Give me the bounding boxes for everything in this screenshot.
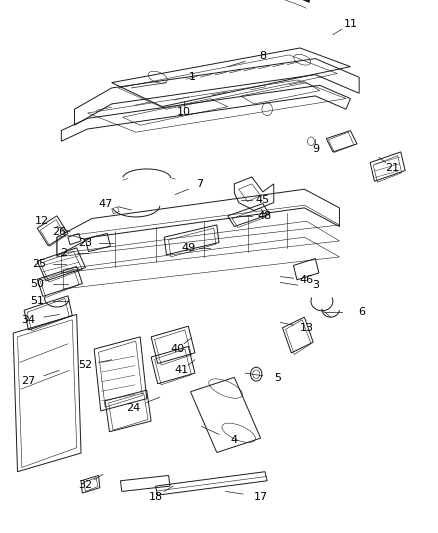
Text: 21: 21 bbox=[385, 163, 399, 173]
Text: 9: 9 bbox=[312, 144, 319, 154]
Text: 48: 48 bbox=[258, 211, 272, 221]
Text: 41: 41 bbox=[175, 366, 189, 375]
Text: 1: 1 bbox=[189, 72, 196, 82]
Text: 34: 34 bbox=[21, 315, 35, 325]
Text: 12: 12 bbox=[35, 216, 49, 226]
Text: 23: 23 bbox=[78, 238, 92, 247]
Text: 7: 7 bbox=[196, 179, 203, 189]
Text: 25: 25 bbox=[32, 259, 46, 269]
Text: 52: 52 bbox=[78, 360, 92, 370]
Text: 4: 4 bbox=[231, 435, 238, 445]
Text: 10: 10 bbox=[177, 107, 191, 117]
Text: 6: 6 bbox=[358, 307, 365, 317]
Text: 47: 47 bbox=[98, 199, 112, 208]
Text: 32: 32 bbox=[78, 480, 92, 490]
Text: 45: 45 bbox=[256, 195, 270, 205]
Text: 2: 2 bbox=[60, 248, 67, 258]
Text: 3: 3 bbox=[312, 280, 319, 290]
Text: 11: 11 bbox=[343, 19, 357, 29]
Text: 51: 51 bbox=[30, 296, 44, 306]
Text: 26: 26 bbox=[52, 227, 66, 237]
Text: 13: 13 bbox=[300, 323, 314, 333]
Text: 8: 8 bbox=[259, 51, 266, 61]
Text: 27: 27 bbox=[21, 376, 35, 386]
Text: 50: 50 bbox=[30, 279, 44, 288]
Text: 49: 49 bbox=[181, 243, 195, 253]
Text: 40: 40 bbox=[170, 344, 184, 354]
Text: 17: 17 bbox=[254, 492, 268, 502]
Text: 18: 18 bbox=[148, 492, 162, 502]
Text: 24: 24 bbox=[127, 403, 141, 413]
Text: 46: 46 bbox=[300, 275, 314, 285]
Text: 5: 5 bbox=[275, 374, 282, 383]
